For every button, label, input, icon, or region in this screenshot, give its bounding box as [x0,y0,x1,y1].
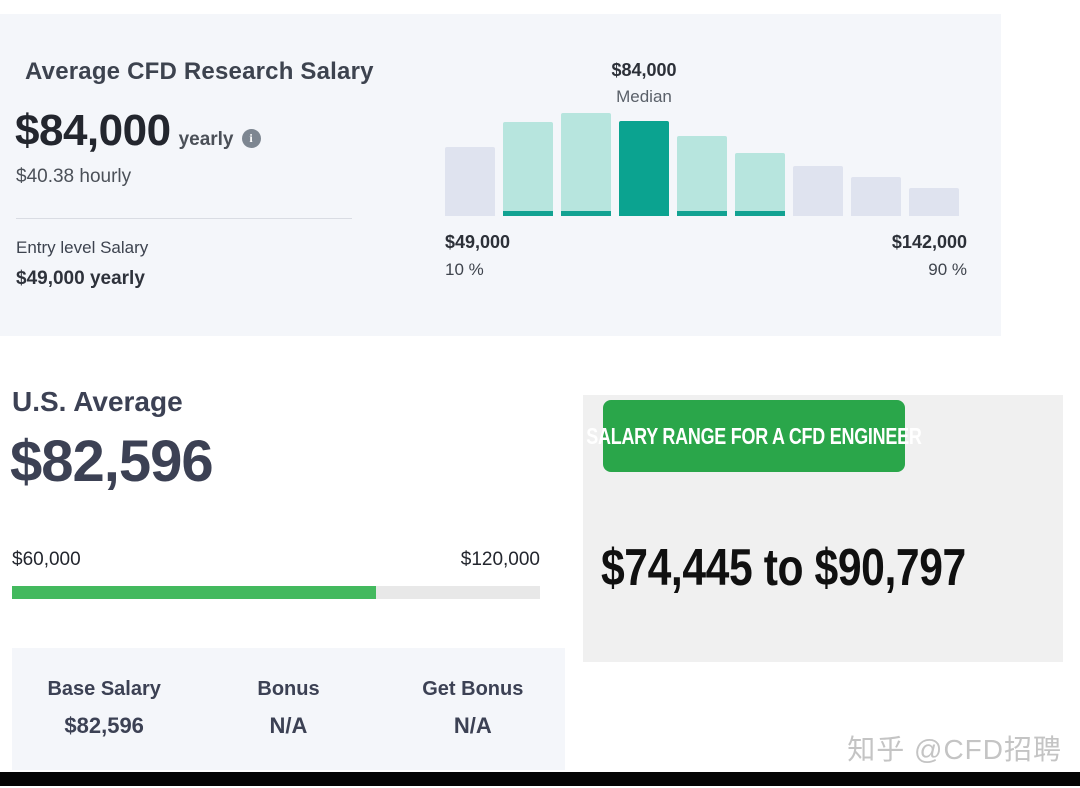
histogram-bar-base [735,211,785,216]
stat-value: $82,596 [64,713,144,738]
hourly-rate: $40.38 hourly [16,166,132,187]
histogram-bar-base [677,211,727,216]
histogram-bar [851,177,901,216]
salary-row: $84,000 yearly i [15,106,261,156]
us-average-title: U.S. Average [12,386,183,417]
range-min-label: $60,000 [12,549,81,570]
histogram-bar [909,188,959,216]
median-caption: Median [616,87,672,106]
stat-base-salary: Base Salary $82,596 [12,648,196,770]
stat-label: Bonus [257,678,320,700]
entry-level-value: $49,000 yearly [16,268,145,289]
panel-title: Average CFD Research Salary [25,58,374,85]
salary-progress-track [12,586,540,599]
salary-range-badge: SALARY RANGE FOR A CFD ENGINEER [586,400,922,472]
salary-histogram-bars [445,113,967,216]
entry-level-label: Entry level Salary [16,238,149,257]
histogram-bar [677,136,727,216]
stat-value: N/A [453,713,492,738]
percentile-90-value: $142,000 [891,232,967,252]
stat-value: N/A [269,713,308,738]
median-annotation: $84,000 Median [584,60,704,107]
histogram-bar [793,166,843,216]
stat-label: Get Bonus [422,678,524,700]
bottom-black-bar [0,772,1080,786]
divider [16,218,352,219]
percentile-90-caption: 90 % [928,260,967,279]
stat-label: Base Salary [47,678,161,700]
salary-period: yearly [178,129,234,150]
stat-bonus: Bonus N/A [196,648,380,770]
percentile-10-annotation: $49,000 10 % [445,232,510,280]
histogram-bar [561,113,611,216]
percentile-10-value: $49,000 [445,232,511,252]
us-progress-fill [12,586,377,599]
stats-card: Base Salary $82,596 Bonus N/A Get Bonus … [12,648,565,770]
us-average-value: $82,596 [10,429,214,494]
range-max-label: $120,000 [460,549,540,570]
histogram-bar [619,121,669,216]
watermark: 知乎 @CFD招聘 [847,734,1062,765]
percentile-90-annotation: $142,000 90 % [807,232,967,280]
histogram-bar-base [503,211,553,216]
histogram-bar-base [561,211,611,216]
salary-range-text: $74,445 to $90,797 [601,539,966,597]
average-salary-panel: Average CFD Research Salary $84,000 year… [0,14,1001,336]
percentile-10-caption: 10 % [445,260,484,279]
histogram-bar [445,147,495,216]
salary-range-badge-label: SALARY RANGE FOR A CFD ENGINEER [586,422,922,449]
salary-range-panel: SALARY RANGE FOR A CFD ENGINEER $74,445 … [583,395,1063,662]
median-value: $84,000 [611,60,677,80]
stat-get-bonus: Get Bonus N/A [381,648,565,770]
histogram-bar [503,122,553,216]
salary-amount: $84,000 [15,106,171,155]
histogram-bar [735,153,785,216]
info-icon[interactable]: i [241,129,261,148]
